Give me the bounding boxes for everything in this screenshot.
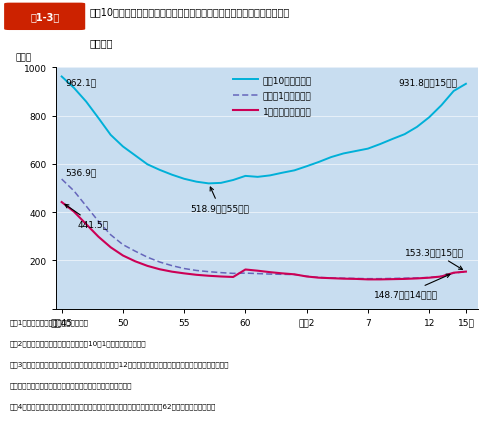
Text: 153.3人（15年）: 153.3人（15年） — [405, 248, 464, 270]
Text: 4　自動車走行キロは国土交通省資料により，軽自動車によるものは昭和62年度から計上された。: 4 自動車走行キロは国土交通省資料により，軽自動車によるものは昭和62年度から計… — [10, 402, 216, 409]
FancyBboxPatch shape — [5, 4, 85, 30]
Text: 数の推移: 数の推移 — [89, 38, 113, 48]
Text: 441.5人: 441.5人 — [65, 205, 109, 229]
Text: 第1-3図: 第1-3図 — [30, 12, 59, 22]
Text: 931.8人（15年）: 931.8人（15年） — [398, 78, 457, 87]
Text: 注　1　死傷者数は警察庁資料による。: 注 1 死傷者数は警察庁資料による。 — [10, 319, 88, 325]
Text: 148.7人（14年度）: 148.7人（14年度） — [374, 274, 450, 299]
Text: ２種原動機付自転車並びに小型特殊自動車を含まない。: ２種原動機付自転車並びに小型特殊自動車を含まない。 — [10, 381, 132, 388]
Text: （人）: （人） — [15, 53, 31, 62]
Text: 2　人口は総務省資料により，各年10月1日現在の値である。: 2 人口は総務省資料により，各年10月1日現在の値である。 — [10, 340, 146, 346]
Text: 3　自動車保有台数は国土交通省資料により，各年12月末現在の値である。保有台数には，第１種及び第: 3 自動車保有台数は国土交通省資料により，各年12月末現在の値である。保有台数に… — [10, 360, 229, 367]
Legend: 人口10万人当たり, 自動車1万台当たり, 1億走行キロ当たり: 人口10万人当たり, 自動車1万台当たり, 1億走行キロ当たり — [229, 73, 315, 119]
Text: 人口10万人・自動車１万台・自動車１億走行キロ当たりの交通事故死傷者: 人口10万人・自動車１万台・自動車１億走行キロ当たりの交通事故死傷者 — [89, 7, 290, 17]
Text: 518.9人（55年）: 518.9人（55年） — [190, 187, 249, 213]
Text: 962.1人: 962.1人 — [65, 78, 97, 87]
Text: 536.9人: 536.9人 — [65, 168, 97, 177]
